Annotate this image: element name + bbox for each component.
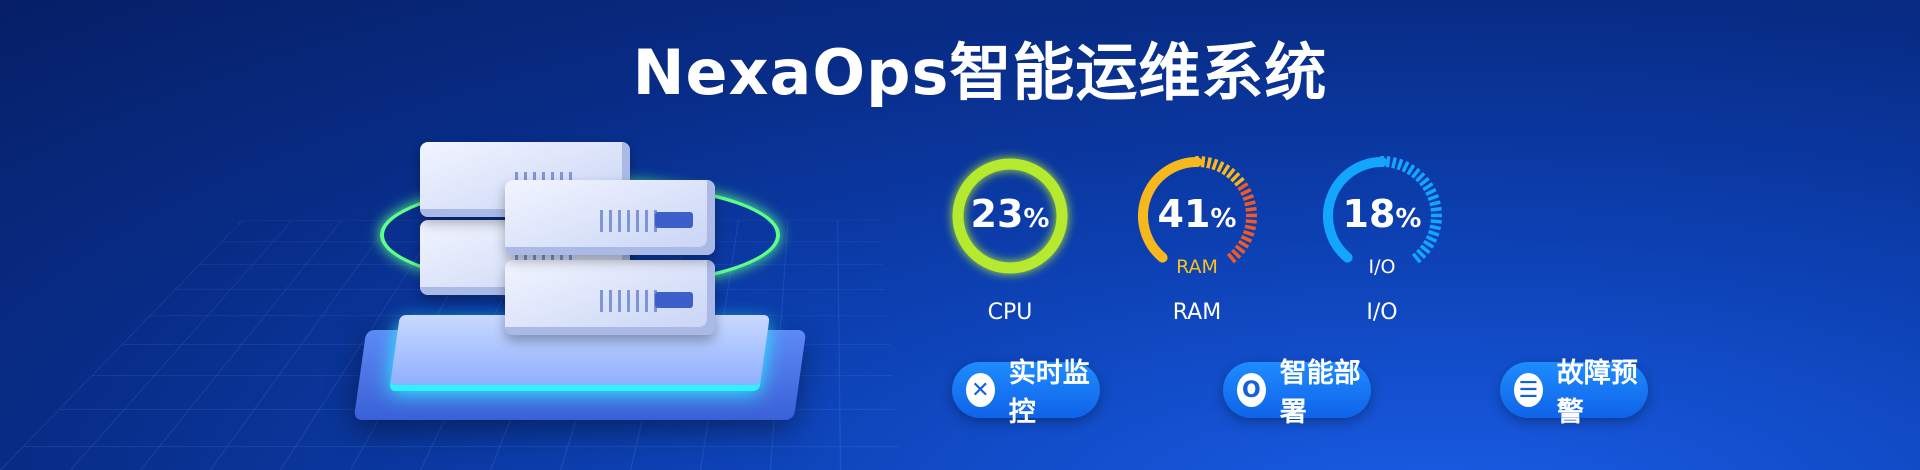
gauge-tick — [1419, 176, 1430, 187]
gauge-tick — [1422, 239, 1435, 249]
gauge-tick — [1411, 252, 1422, 264]
cpu-gauge: 23% — [940, 146, 1080, 286]
gauge-tick — [1234, 176, 1245, 187]
gauge-tick — [1226, 252, 1237, 264]
list-icon: ☰ — [1514, 373, 1543, 407]
gauge-tick — [1422, 182, 1434, 192]
button-label: 故障预警 — [1556, 358, 1638, 428]
gauge-tick — [1244, 224, 1257, 231]
io-gauge-arc — [1323, 156, 1443, 264]
server-unit — [505, 260, 715, 335]
gauge-tick — [1225, 167, 1236, 179]
gauge-tick — [1206, 157, 1212, 169]
gauge-tick — [1430, 206, 1442, 212]
gauge-tick — [1416, 248, 1427, 259]
gauge-tick — [1401, 161, 1410, 173]
io-inner-label: I/O — [1368, 256, 1396, 278]
button-label: 实时监控 — [1008, 358, 1090, 428]
button-label: 智能部署 — [1279, 358, 1361, 428]
cross-icon: ✕ — [966, 373, 995, 407]
ram-inner-label: RAM — [1176, 256, 1218, 278]
gauge-tick — [1200, 156, 1206, 168]
gauge-tick — [1415, 172, 1426, 183]
gauge-tick — [1245, 219, 1257, 224]
gauge-solid-arc — [1323, 157, 1387, 263]
ring-icon: O — [1237, 373, 1266, 407]
io-gauge: 18% I/O — [1312, 146, 1452, 286]
gauge-tick — [1410, 167, 1421, 179]
gauge-tick — [1230, 172, 1241, 183]
gauge-tick — [1391, 157, 1397, 169]
gauge-tick — [1245, 206, 1257, 212]
gauge-tick — [1429, 224, 1442, 231]
server-illustration — [340, 100, 820, 450]
gauge-tick — [1242, 194, 1255, 202]
gauge-tick — [1425, 235, 1438, 243]
gauge-tick — [1430, 219, 1442, 224]
cpu-value: 23% — [970, 192, 1050, 236]
gauge-tick — [1427, 229, 1440, 237]
gauge-tick — [1211, 158, 1219, 171]
gauge-tick — [1427, 194, 1440, 202]
gauge-tick — [1237, 239, 1250, 249]
gauge-tick — [1231, 248, 1242, 259]
ram-gauge: 41% RAM — [1127, 146, 1267, 286]
gauge-tick — [1242, 229, 1255, 237]
ram-label: RAM — [1172, 300, 1222, 325]
gauge-tick — [1240, 187, 1252, 196]
gauge-tick — [1396, 158, 1404, 171]
ram-gauge-arc — [1138, 156, 1258, 264]
smart-deploy-button[interactable]: O 智能部署 — [1223, 358, 1371, 428]
gauge-tick — [1406, 164, 1416, 176]
io-label: I/O — [1366, 300, 1398, 325]
gauge-tick — [1216, 161, 1225, 173]
gauge-solid-arc — [1138, 157, 1202, 263]
gauge-tick — [1385, 156, 1391, 168]
gauge-tick — [1425, 187, 1437, 196]
gauge-tick — [1419, 244, 1431, 255]
gauge-tick — [1244, 200, 1256, 207]
cpu-label: CPU — [987, 300, 1033, 325]
gauge-tick — [1234, 244, 1246, 255]
server-unit — [505, 180, 715, 255]
gauge-tick — [1240, 235, 1253, 243]
io-value: 18% — [1342, 192, 1422, 236]
cpu-gauge-ring — [952, 158, 1068, 274]
realtime-monitor-button[interactable]: ✕ 实时监控 — [952, 358, 1100, 428]
fault-alert-button[interactable]: ☰ 故障预警 — [1500, 358, 1648, 428]
page-title: NexaOps智能运维系统 — [632, 36, 1328, 109]
gauge-tick — [1221, 164, 1231, 176]
ram-value: 41% — [1157, 192, 1237, 236]
gauge-tick — [1429, 200, 1441, 207]
gauge-tick — [1237, 182, 1249, 192]
